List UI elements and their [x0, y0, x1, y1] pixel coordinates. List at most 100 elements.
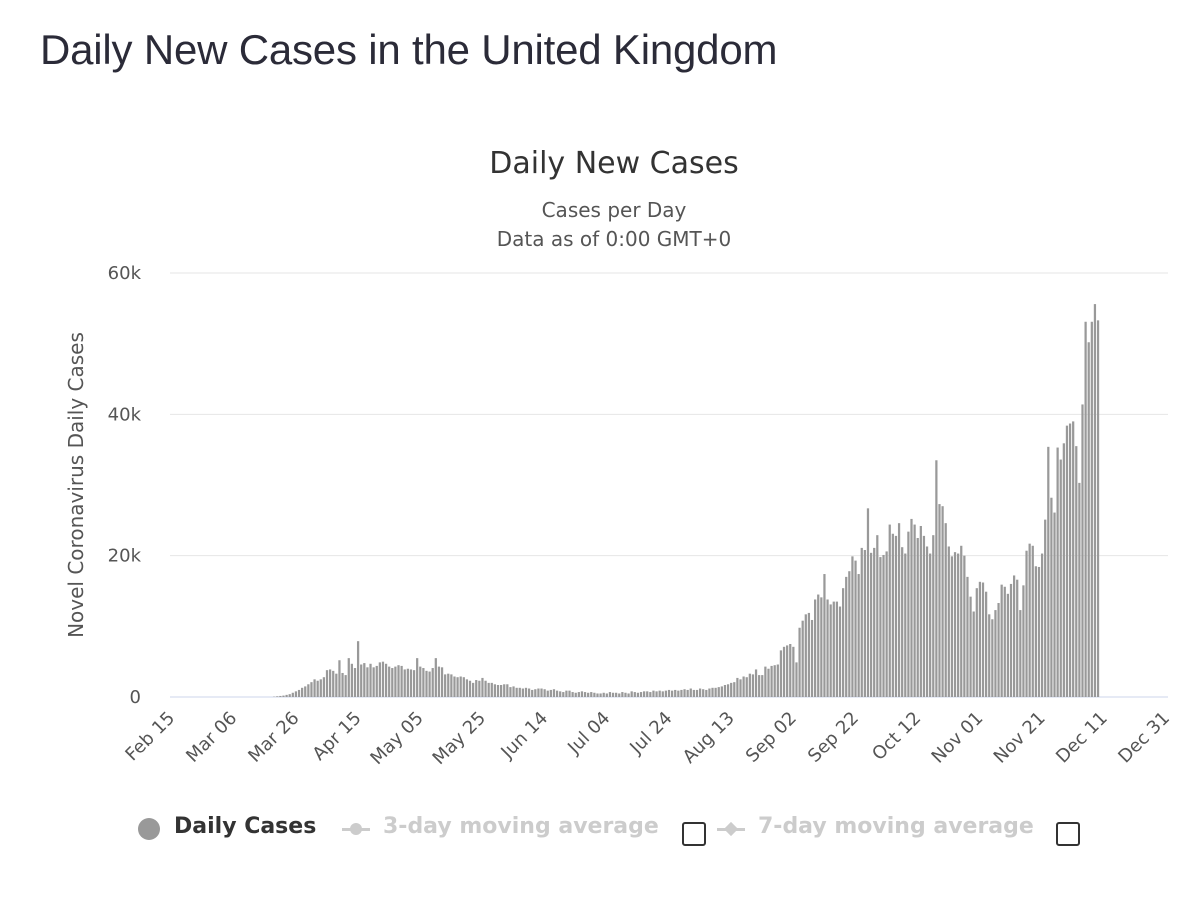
bar[interactable]: [754, 669, 758, 697]
bar[interactable]: [630, 691, 633, 697]
bar[interactable]: [319, 679, 322, 697]
bar[interactable]: [388, 666, 391, 697]
bar[interactable]: [674, 689, 677, 697]
bar[interactable]: [478, 680, 481, 697]
bar[interactable]: [587, 692, 590, 697]
bar[interactable]: [394, 666, 397, 697]
bar[interactable]: [692, 689, 695, 697]
bar[interactable]: [419, 666, 422, 697]
bar[interactable]: [608, 692, 612, 697]
bar[interactable]: [515, 687, 518, 697]
bar[interactable]: [627, 693, 630, 697]
bar[interactable]: [848, 571, 851, 697]
bar[interactable]: [869, 552, 873, 697]
bar[interactable]: [820, 597, 823, 697]
bar[interactable]: [618, 693, 621, 697]
bar[interactable]: [879, 557, 882, 697]
bar[interactable]: [378, 662, 381, 697]
bar[interactable]: [363, 663, 366, 697]
checkbox-7-day-moving-average[interactable]: [1056, 822, 1080, 846]
bar[interactable]: [624, 692, 627, 697]
bar[interactable]: [695, 689, 699, 697]
bar[interactable]: [294, 691, 298, 697]
bar[interactable]: [851, 556, 854, 697]
bar[interactable]: [963, 555, 966, 697]
bar[interactable]: [310, 682, 313, 697]
bar[interactable]: [960, 545, 963, 697]
bar[interactable]: [484, 680, 487, 697]
bar[interactable]: [1096, 320, 1100, 697]
bar[interactable]: [860, 547, 863, 697]
bar[interactable]: [540, 688, 543, 697]
bar[interactable]: [810, 619, 814, 697]
bar[interactable]: [375, 665, 378, 697]
bar[interactable]: [655, 691, 658, 697]
bar[interactable]: [1087, 342, 1090, 697]
bar[interactable]: [705, 689, 708, 697]
bar[interactable]: [929, 553, 932, 697]
bar[interactable]: [773, 665, 776, 697]
bar[interactable]: [360, 664, 363, 697]
bar[interactable]: [332, 670, 335, 697]
bar[interactable]: [481, 677, 484, 697]
bar[interactable]: [527, 688, 531, 697]
bar[interactable]: [1047, 446, 1050, 697]
bar[interactable]: [1068, 423, 1072, 697]
bar[interactable]: [304, 686, 307, 697]
bar[interactable]: [897, 523, 901, 697]
bar[interactable]: [459, 676, 462, 697]
bar[interactable]: [450, 674, 453, 697]
bar[interactable]: [335, 673, 338, 697]
bar[interactable]: [1012, 575, 1016, 697]
bar[interactable]: [596, 693, 599, 697]
bar[interactable]: [437, 666, 441, 697]
bar[interactable]: [658, 690, 661, 697]
bar[interactable]: [829, 604, 832, 697]
bar[interactable]: [282, 695, 285, 697]
bar[interactable]: [453, 676, 456, 697]
bar[interactable]: [493, 684, 497, 697]
bar[interactable]: [562, 692, 565, 697]
bar[interactable]: [702, 689, 705, 697]
bar[interactable]: [932, 535, 935, 697]
bar[interactable]: [593, 692, 596, 697]
bar[interactable]: [841, 588, 845, 697]
bar[interactable]: [907, 531, 910, 697]
bar[interactable]: [316, 680, 319, 697]
bar[interactable]: [456, 677, 459, 697]
bar[interactable]: [549, 689, 552, 697]
bar[interactable]: [686, 689, 689, 697]
bar[interactable]: [381, 661, 385, 697]
bar[interactable]: [434, 658, 437, 697]
bar[interactable]: [384, 663, 388, 697]
bar[interactable]: [901, 547, 904, 697]
bar[interactable]: [916, 538, 919, 697]
bar[interactable]: [972, 611, 975, 697]
bar[interactable]: [353, 668, 357, 697]
bar[interactable]: [817, 594, 820, 697]
bar[interactable]: [590, 692, 593, 697]
bar[interactable]: [723, 684, 727, 697]
bar[interactable]: [1009, 583, 1013, 697]
bar[interactable]: [1081, 404, 1084, 697]
bar[interactable]: [1075, 446, 1078, 697]
bar[interactable]: [1050, 497, 1053, 697]
bar[interactable]: [717, 687, 720, 697]
bar[interactable]: [546, 690, 549, 697]
bar[interactable]: [1016, 579, 1019, 697]
bar[interactable]: [487, 682, 490, 697]
bar[interactable]: [664, 690, 668, 697]
bar[interactable]: [391, 668, 394, 697]
bar[interactable]: [1044, 519, 1047, 697]
bar[interactable]: [801, 620, 804, 697]
bar[interactable]: [615, 692, 618, 697]
bar[interactable]: [633, 692, 636, 697]
bar[interactable]: [845, 576, 848, 697]
bar[interactable]: [745, 677, 748, 697]
bar[interactable]: [288, 694, 291, 697]
bar[interactable]: [882, 554, 885, 697]
bar[interactable]: [643, 691, 646, 697]
bar[interactable]: [602, 692, 605, 697]
bar[interactable]: [779, 650, 783, 697]
bar[interactable]: [720, 686, 723, 697]
